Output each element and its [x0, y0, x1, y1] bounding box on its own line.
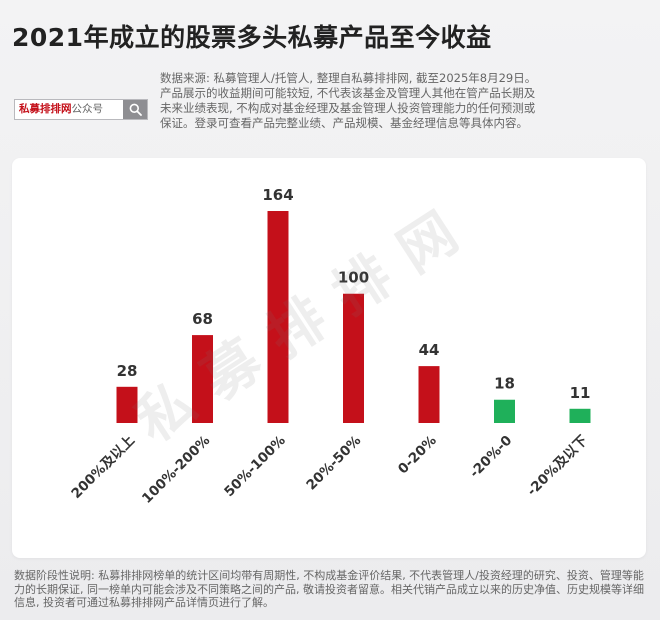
category-label-3: 20%-50% — [303, 432, 364, 493]
category-label-4: 0-20% — [395, 432, 440, 477]
category-label-1: 100%-200% — [139, 432, 214, 507]
category-label-5: -20%-0 — [467, 433, 516, 482]
bar-0 — [116, 386, 138, 423]
bar-4 — [418, 366, 440, 423]
search-box[interactable]: 私募排排网公众号 — [14, 99, 148, 120]
bar-3 — [343, 293, 364, 423]
brand-name: 私募排排网 — [19, 103, 72, 115]
search-button[interactable] — [123, 100, 147, 119]
bar-value-label-1: 68 — [192, 310, 213, 328]
search-icon — [129, 103, 142, 116]
bar-value-label-4: 44 — [419, 341, 440, 359]
category-label-6: -20%及以下 — [524, 432, 591, 499]
bar-5 — [494, 399, 515, 423]
brand-suffix: 公众号 — [71, 103, 104, 115]
bar-6 — [569, 408, 591, 423]
bar-value-label-3: 100 — [338, 269, 369, 287]
bar-value-label-5: 18 — [494, 375, 515, 393]
page-title: 2021年成立的股票多头私募产品至今收益 — [12, 23, 492, 52]
category-label-0: 200%及以上 — [68, 432, 138, 502]
bar-2 — [267, 211, 289, 423]
bar-value-label-0: 28 — [117, 362, 138, 380]
search-brand-label: 私募排排网公众号 — [15, 100, 103, 119]
category-label-2: 50%-100% — [221, 432, 289, 500]
bar-value-label-2: 164 — [262, 186, 293, 204]
source-note: 数据来源: 私募管理人/托管人, 整理自私募排排网, 截至2025年8月29日。… — [160, 71, 537, 130]
chart-card: 28 200%及以上 68 100%-200% 164 50%-100% 100 20%-50… — [12, 158, 646, 558]
bar-value-label-6: 11 — [570, 384, 591, 402]
bar-chart: 28 200%及以上 68 100%-200% 164 50%-100% 100 20%-50… — [68, 186, 591, 507]
footnote: 数据阶段性说明: 私募排排网榜单的统计区间均带有周期性, 不构成基金评价结果, … — [14, 569, 644, 609]
bar-1 — [192, 335, 213, 423]
